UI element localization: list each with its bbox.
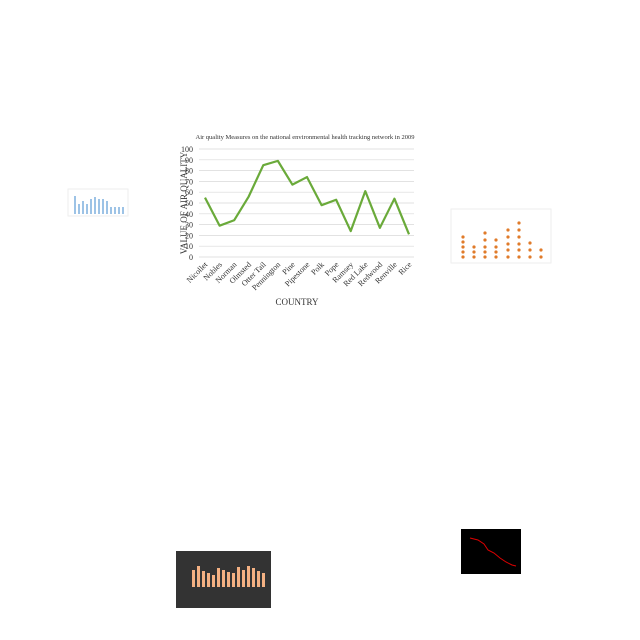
thumbnail-dot-chart (450, 208, 552, 264)
y-tick-label: 0 (189, 253, 193, 262)
thumbnail-dark-line-chart (461, 529, 521, 574)
y-tick-label: 70 (185, 177, 193, 186)
y-tick-label: 60 (185, 188, 193, 197)
y-tick-label: 90 (185, 156, 193, 165)
y-axis-label: VALUE OF AIR QUALITY (179, 151, 189, 254)
x-axis-label: COUNTRY (275, 297, 319, 307)
chart-title: Air quality Measures on the national env… (196, 134, 415, 141)
x-tick-label: Polk (309, 260, 326, 277)
thumbnail-dark-bar-chart (176, 551, 271, 608)
y-tick-label: 10 (185, 242, 193, 251)
data-line (204, 159, 411, 235)
y-tick-label: 20 (185, 231, 193, 240)
y-tick-label: 100 (181, 145, 193, 154)
y-tick-label: 80 (185, 167, 193, 176)
y-tick-label: 40 (185, 210, 193, 219)
y-tick-label: 50 (185, 199, 193, 208)
thumbnail-bar-chart (67, 188, 129, 217)
y-tick-label: 30 (185, 221, 193, 230)
x-tick-label: Rice (397, 260, 414, 277)
